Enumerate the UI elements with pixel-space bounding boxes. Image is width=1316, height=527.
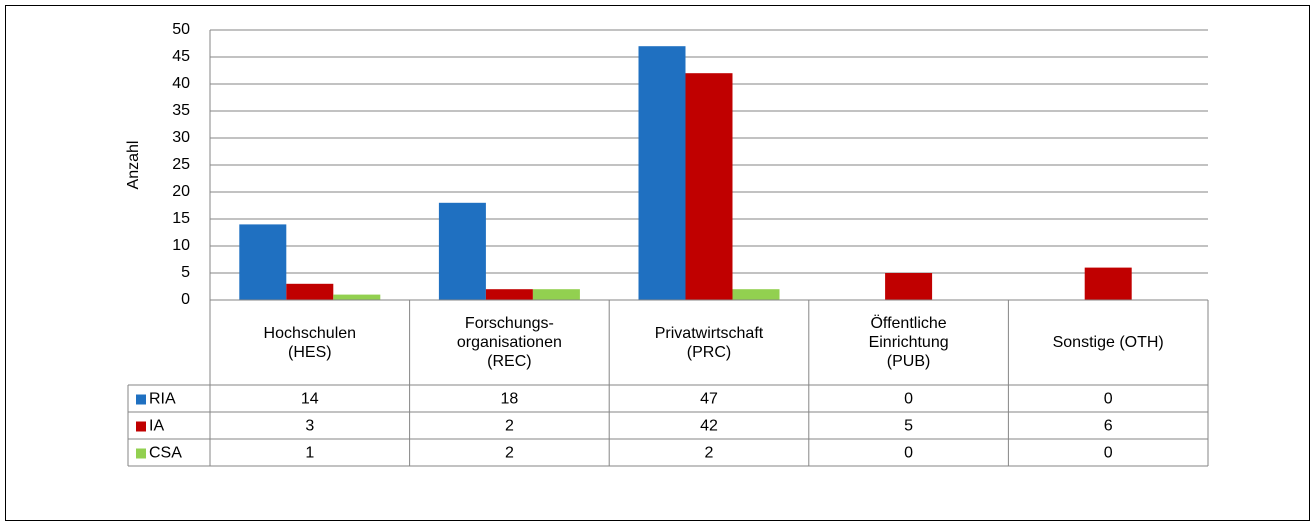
bar [638, 46, 686, 301]
legend-label: RIA [149, 391, 176, 408]
category-cell: Hochschulen (HES) [263, 324, 357, 361]
table-value: 0 [1104, 445, 1113, 462]
table-value: 0 [904, 391, 913, 408]
table-value: 14 [301, 391, 319, 408]
y-tick-label: 25 [172, 156, 190, 173]
bar [885, 273, 933, 300]
table-value: 3 [305, 418, 314, 435]
x-tick-label: Forschungs- organisationen (REC) [456, 315, 562, 370]
y-tick-label: 15 [172, 210, 190, 227]
table-value: 2 [705, 445, 714, 462]
category-cell: Sonstige (OTH) [1052, 334, 1164, 351]
category-cell: Öffentliche Einrichtung (PUB) [868, 315, 949, 370]
table-value: 47 [700, 391, 718, 408]
y-tick-label: 30 [172, 129, 190, 146]
table-value: 6 [1104, 418, 1113, 435]
y-tick-label: 35 [172, 102, 190, 119]
legend-key [136, 421, 146, 432]
table-value: 2 [505, 418, 514, 435]
y-tick-label: 45 [172, 48, 190, 65]
bar [239, 224, 287, 300]
bar [732, 289, 780, 300]
y-tick-label: 0 [181, 291, 190, 308]
legend-label: CSA [149, 445, 182, 462]
table-value: 42 [700, 418, 718, 435]
bar [685, 73, 733, 300]
y-tick-label: 40 [172, 75, 190, 92]
x-tick-label: Privatwirtschaft (PRC) [654, 324, 764, 361]
legend-label: IA [149, 418, 164, 435]
table-value: 0 [904, 445, 913, 462]
table-value: 2 [505, 445, 514, 462]
bar [438, 202, 486, 300]
table-value: 1 [305, 445, 314, 462]
y-tick-label: 5 [181, 264, 190, 281]
category-cell: Privatwirtschaft (PRC) [654, 324, 764, 361]
y-tick-label: 10 [172, 237, 190, 254]
category-cell: Forschungs- organisationen (REC) [456, 315, 562, 370]
x-tick-label: Öffentliche Einrichtung (PUB) [868, 315, 949, 370]
y-tick-label: 50 [172, 21, 190, 38]
x-tick-label: Sonstige (OTH) [1052, 334, 1164, 351]
bar [333, 294, 381, 300]
table-value: 0 [1104, 391, 1113, 408]
x-tick-label: Hochschulen (HES) [263, 324, 357, 361]
legend-key [136, 394, 146, 405]
legend-key [136, 448, 146, 459]
table-value: 5 [904, 418, 913, 435]
y-axis-label: Anzahl [125, 141, 142, 190]
bar [532, 289, 580, 300]
y-tick-label: 20 [172, 183, 190, 200]
bar [286, 283, 334, 300]
table-value: 18 [501, 391, 519, 408]
bar [485, 289, 533, 300]
bar [1084, 267, 1132, 300]
